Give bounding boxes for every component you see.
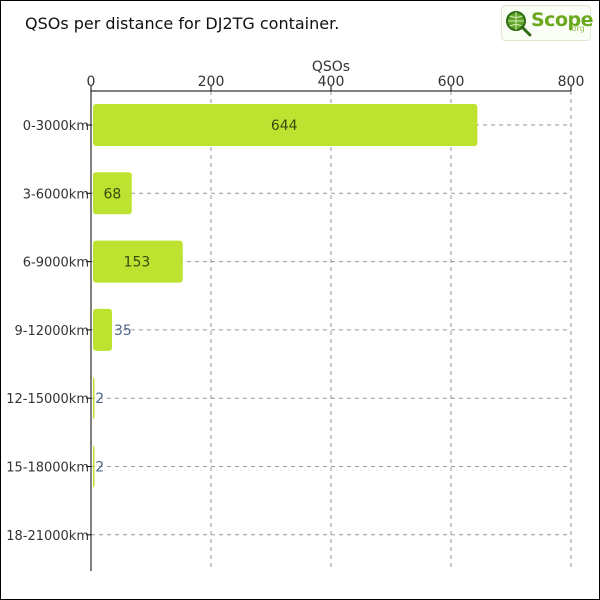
chart-title: QSOs per distance for DJ2TG container. xyxy=(25,14,340,33)
bar-value-label: 644 xyxy=(271,118,298,134)
q-globe-magnifier-icon xyxy=(506,11,532,37)
x-tick-label: 0 xyxy=(87,74,96,90)
bar-value-label: 2 xyxy=(95,391,104,407)
bar-value-label: 153 xyxy=(124,255,151,271)
bar-value-label: 68 xyxy=(103,186,121,202)
y-tick-label: 12-15000km xyxy=(6,392,89,407)
x-tick-label: 200 xyxy=(198,74,225,90)
bar-9-12000km xyxy=(93,308,112,351)
x-tick-label: 400 xyxy=(318,74,345,90)
y-tick-label: 3-6000km xyxy=(23,187,89,202)
y-tick-label: 9-12000km xyxy=(14,324,89,339)
bar-3-6000km xyxy=(93,172,132,215)
qscope-logo: Scope .org xyxy=(501,5,594,41)
y-tick-label: 6-9000km xyxy=(23,256,89,271)
x-axis-title: QSOs xyxy=(312,59,350,75)
bar-15-18000km xyxy=(93,445,95,488)
logo-text: Scope xyxy=(531,9,594,31)
logo-suffix: .org xyxy=(569,24,585,33)
bar-12-15000km xyxy=(93,377,95,420)
bar-0-3000km xyxy=(93,104,478,146)
bar-6-9000km xyxy=(93,240,183,283)
x-tick-label: 800 xyxy=(558,74,585,90)
y-tick-label: 18-21000km xyxy=(6,529,89,544)
bar-value-label: 35 xyxy=(114,323,132,339)
bar-value-label: 2 xyxy=(95,460,104,476)
y-tick-label: 0-3000km xyxy=(23,119,89,134)
y-tick-label: 15-18000km xyxy=(6,461,89,476)
x-tick-label: 600 xyxy=(438,74,465,90)
